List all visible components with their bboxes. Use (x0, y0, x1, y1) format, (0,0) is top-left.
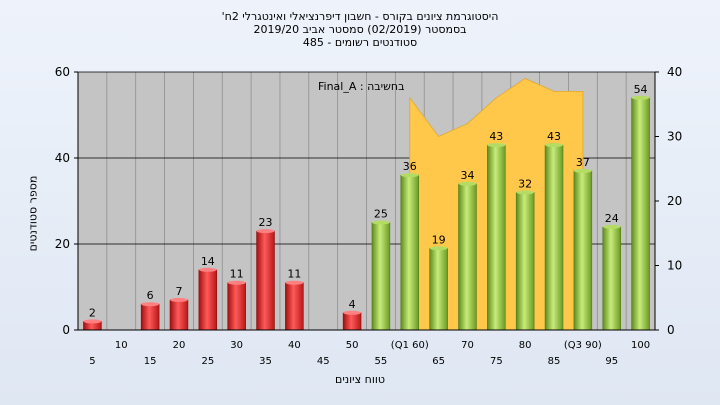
bar-value-label: 54 (634, 83, 648, 96)
y-tick-label-right: 10 (667, 259, 682, 273)
bar-top (285, 280, 304, 285)
bar-top (602, 224, 621, 229)
bar-value-label: 6 (147, 289, 154, 302)
x-axis-label: טווח ציונים (335, 373, 385, 386)
x-tick-label: 15 (144, 356, 157, 367)
bar-top (487, 143, 506, 148)
bar (429, 248, 448, 331)
y-tick-label-left: 40 (55, 151, 70, 165)
bar (371, 222, 391, 331)
bar (515, 192, 535, 331)
x-tick-label: 30 (230, 340, 243, 351)
bar-value-label: 4 (349, 298, 356, 311)
x-tick-label: 85 (548, 356, 561, 367)
bar-top (458, 181, 477, 186)
x-tick-label: 25 (201, 356, 214, 367)
x-tick-label: (Q1 60) (391, 340, 429, 351)
bar-value-label: 23 (259, 216, 273, 229)
y-tick-label-right: 40 (667, 65, 682, 79)
bar-top (343, 310, 362, 315)
bar (285, 282, 304, 331)
x-tick-label: 5 (89, 356, 95, 367)
x-tick-label: 40 (288, 340, 301, 351)
bar-value-label: 43 (489, 130, 503, 143)
bar-top (83, 319, 102, 324)
y-axis-label: מספר סטודנטים (26, 175, 40, 252)
chart-title-line-3: סטודנטים רשומים - 485 (302, 36, 418, 49)
x-tick-label: 100 (631, 340, 650, 351)
bar-value-label: 34 (460, 169, 474, 182)
x-tick-label: 45 (317, 356, 330, 367)
x-tick-label: 55 (375, 356, 388, 367)
x-tick-label: 80 (519, 340, 532, 351)
bar-value-label: 7 (175, 285, 182, 298)
bar-value-label: 25 (374, 208, 388, 221)
y-tick-label-right: 0 (667, 323, 675, 337)
bar (487, 144, 506, 331)
x-tick-label: 65 (432, 356, 445, 367)
x-tick-label: 20 (173, 340, 186, 351)
x-tick-label: 70 (461, 340, 474, 351)
bar (198, 269, 218, 331)
bar-top (631, 95, 650, 100)
bar-value-label: 43 (547, 130, 561, 143)
x-tick-label: (Q3 90) (564, 340, 602, 351)
bar-value-label: 2 (89, 306, 96, 319)
bar-value-label: 36 (403, 160, 417, 173)
y-tick-label-right: 30 (667, 130, 682, 144)
bar-value-label: 11 (230, 268, 244, 281)
chart-title-line-1: 'היסטוגרמת ציונים בקורס - חשבון דיפרנציא… (221, 10, 499, 23)
bar (458, 183, 477, 331)
x-tick-label: 95 (605, 356, 618, 367)
bar-value-label: 32 (518, 177, 532, 190)
y-tick-label-left: 0 (62, 323, 70, 337)
bar-top (256, 229, 275, 234)
y-tick-label-right: 20 (667, 194, 682, 208)
x-tick-label: 35 (259, 356, 272, 367)
y-tick-label-left: 60 (55, 65, 70, 79)
bar-value-label: 14 (201, 255, 215, 268)
x-tick-label: 10 (115, 340, 128, 351)
bar-top (371, 220, 390, 225)
bar-value-label: 11 (287, 268, 301, 281)
bar (573, 170, 593, 331)
bar (544, 144, 564, 331)
x-tick-label: 75 (490, 356, 503, 367)
bar-top (400, 173, 419, 178)
bar-top (429, 246, 448, 251)
bar (169, 299, 189, 331)
bar-top (170, 297, 188, 302)
x-tick-label: 50 (346, 340, 359, 351)
bar-value-label: 37 (576, 156, 590, 169)
bar (227, 282, 246, 331)
chart-title-line-2: בסמסטר (02/2019) סמסטר אביב 2019/20 (253, 23, 467, 36)
bar-top (227, 280, 246, 285)
bar (140, 303, 160, 331)
bar (631, 97, 650, 331)
bar-value-label: 19 (432, 233, 446, 246)
bar-top (141, 302, 160, 307)
y-tick-label-left: 20 (55, 237, 70, 251)
bar-top (545, 143, 563, 148)
bar-top (198, 267, 217, 272)
bar (256, 230, 275, 331)
bar-top (516, 190, 535, 195)
bar (602, 226, 621, 331)
bar-top (573, 168, 592, 173)
bar (342, 312, 362, 331)
bar (400, 174, 420, 331)
bar-value-label: 24 (605, 212, 619, 225)
legend-label: בחשיבה : Final_A (318, 80, 405, 93)
